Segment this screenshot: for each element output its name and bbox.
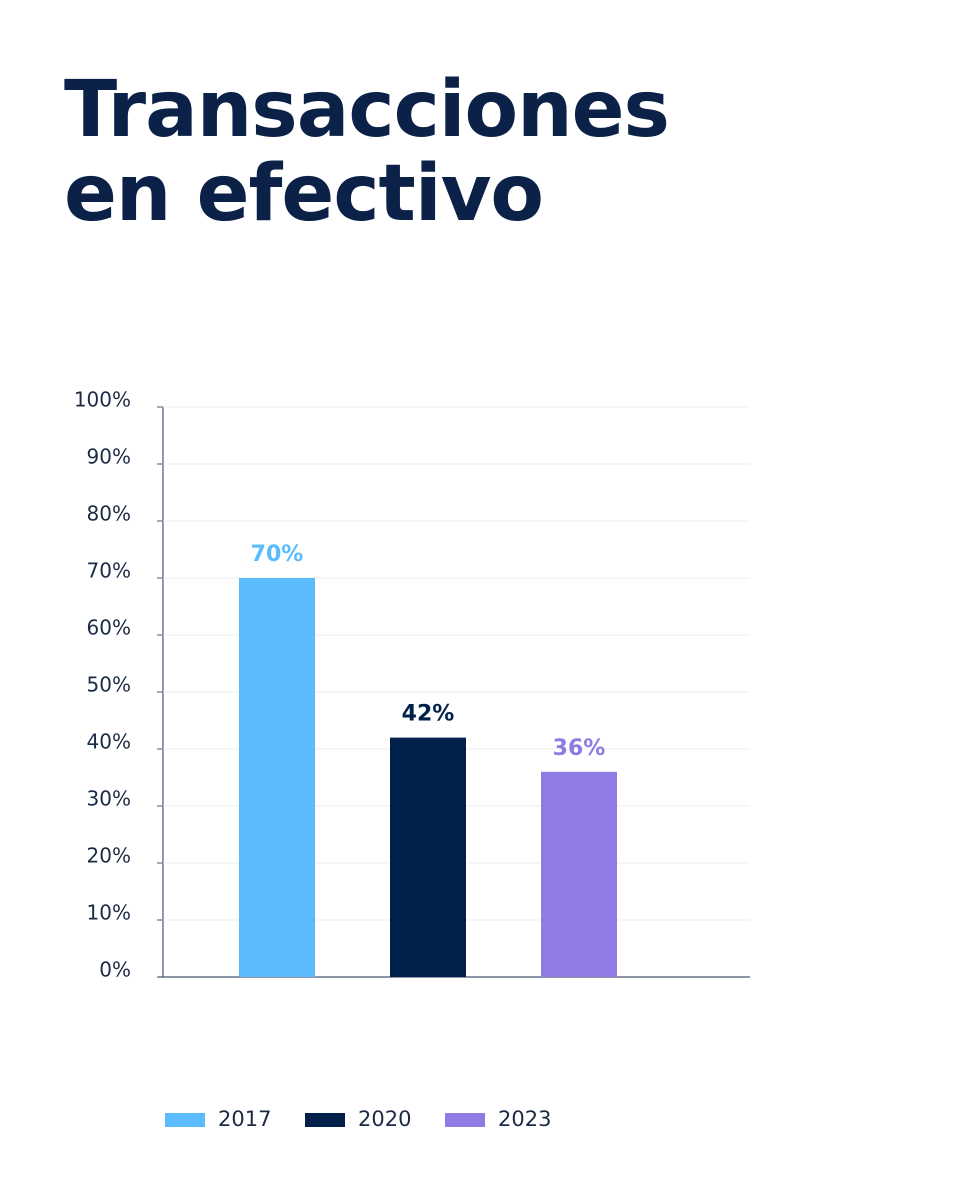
y-tick-label: 70%	[87, 559, 131, 583]
value-label: 36%	[553, 736, 606, 761]
y-tick-label: 100%	[74, 388, 131, 412]
y-tick-label: 50%	[87, 673, 131, 697]
legend-label: 2023	[498, 1107, 551, 1131]
value-label: 70%	[251, 542, 304, 567]
y-tick-label: 10%	[87, 901, 131, 925]
value-label: 42%	[402, 702, 455, 727]
bar	[390, 737, 466, 977]
y-tick-label: 20%	[87, 844, 131, 868]
legend-swatch	[445, 1113, 485, 1127]
chart-title: Transacciones en efectivo	[64, 65, 670, 239]
bar	[239, 578, 315, 977]
y-tick-label: 30%	[87, 787, 131, 811]
bar	[541, 771, 617, 977]
y-tick-label: 80%	[87, 502, 131, 526]
y-tick-label: 0%	[99, 958, 131, 982]
legend-label: 2017	[218, 1107, 271, 1131]
y-tick-label: 60%	[87, 616, 131, 640]
y-tick-label: 40%	[87, 730, 131, 754]
y-tick-label: 90%	[87, 445, 131, 469]
legend-swatch	[305, 1113, 345, 1127]
legend-label: 2020	[358, 1107, 411, 1131]
legend-swatch	[165, 1113, 205, 1127]
